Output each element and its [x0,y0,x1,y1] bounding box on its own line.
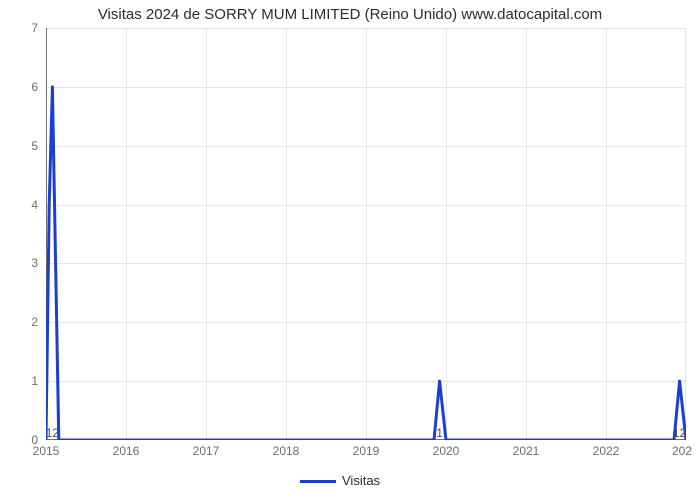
legend-swatch [300,480,336,483]
y-tick-label: 7 [0,21,38,35]
legend-label: Visitas [342,473,380,488]
y-tick-label: 5 [0,139,38,153]
y-tick-label: 3 [0,256,38,270]
annotation-label: 1 [436,426,443,440]
x-tick-label: 2019 [353,444,380,458]
x-axis-labels: 20152016201720182019202020212022202 [46,444,686,462]
y-tick-label: 6 [0,80,38,94]
y-tick-label: 2 [0,315,38,329]
chart-root: Visitas 2024 de SORRY MUM LIMITED (Reino… [0,0,700,500]
x-tick-label: 202 [672,444,692,458]
y-tick-label: 4 [0,198,38,212]
x-tick-label: 2016 [113,444,140,458]
x-tick-label: 2017 [193,444,220,458]
x-tick-label: 2018 [273,444,300,458]
y-tick-label: 0 [0,433,38,447]
plot-area: 12 1 12 [46,28,686,440]
line-series [46,28,686,440]
x-tick-label: 2021 [513,444,540,458]
x-tick-label: 2020 [433,444,460,458]
chart-title: Visitas 2024 de SORRY MUM LIMITED (Reino… [0,6,700,23]
x-tick-label: 2022 [593,444,620,458]
y-tick-label: 1 [0,374,38,388]
annotation-label: 12 [673,426,686,440]
annotation-label: 12 [46,426,59,440]
